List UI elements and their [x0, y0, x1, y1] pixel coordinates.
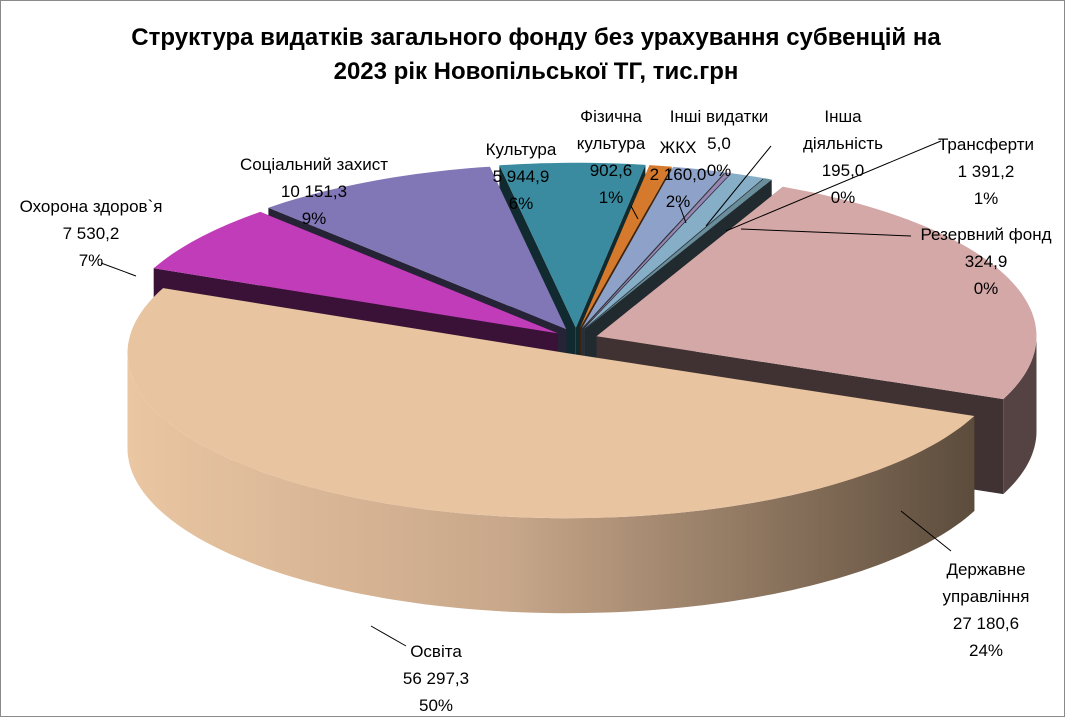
- leader-line: [630, 205, 639, 220]
- category-label: Культура: [485, 140, 557, 159]
- leader-line: [100, 262, 137, 277]
- data-label: Інша діяльність 195,0 0%: [798, 103, 888, 211]
- slice: [268, 166, 567, 330]
- percent-label: 2%: [665, 192, 691, 211]
- value-label: 195,0: [821, 161, 865, 180]
- slice: [584, 173, 764, 329]
- percent-label: 1%: [973, 189, 999, 208]
- value-label: 56 297,3: [402, 669, 470, 688]
- slice: [580, 165, 672, 328]
- slice: [583, 172, 726, 329]
- percent-label: 0%: [706, 161, 732, 180]
- value-label: 1 391,2: [957, 162, 1015, 181]
- value-label: 324,9: [964, 252, 1008, 271]
- category-label: Інші видатки: [669, 107, 769, 126]
- data-label: Соціальний захист 10 151,3 9%: [240, 151, 388, 232]
- slice: [581, 166, 725, 329]
- slice-wall: [1003, 336, 1037, 495]
- category-label: ЖКХ: [659, 138, 697, 157]
- category-label: Інша діяльність: [803, 107, 883, 153]
- slice: [127, 288, 975, 519]
- leader-line: [370, 625, 407, 647]
- value-label: 10 151,3: [280, 182, 348, 201]
- percent-label: 0%: [973, 279, 999, 298]
- percent-label: 9%: [301, 209, 327, 228]
- data-label: Охорона здоров`я 7 530,2 7%: [20, 193, 163, 274]
- data-label: Державне управління 27 180,6 24%: [931, 556, 1041, 664]
- category-label: Охорона здоров`я: [19, 197, 163, 216]
- value-label: 27 180,6: [952, 614, 1020, 633]
- leader-line: [900, 510, 952, 552]
- percent-label: 50%: [418, 696, 454, 715]
- slice: [585, 178, 772, 329]
- chart-title: Структура видатків загального фонду без …: [131, 24, 941, 85]
- slice: [499, 162, 646, 328]
- data-label: Фізична культура 902,6 1%: [576, 103, 646, 211]
- category-label: Трансферти: [937, 135, 1035, 154]
- percent-label: 6%: [508, 194, 534, 213]
- data-label: ЖКХ 2 160,0 2%: [650, 134, 707, 215]
- category-label: Освіта: [410, 642, 462, 661]
- category-label: Соціальний захист: [239, 155, 389, 174]
- data-label: Культура 5 944,9 6%: [486, 136, 557, 217]
- category-label: Державне управління: [942, 560, 1030, 606]
- value-label: 5 944,9: [492, 167, 550, 186]
- percent-label: 7%: [78, 251, 104, 270]
- percent-label: 0%: [830, 188, 856, 207]
- value-label: 2 160,0: [649, 165, 707, 184]
- category-label: Фізична культура: [576, 107, 646, 153]
- value-label: 5,0: [707, 134, 731, 153]
- category-label: Резервний фонд: [920, 225, 1052, 244]
- data-label: Резервний фонд 324,9 0%: [920, 221, 1051, 302]
- slice: [596, 186, 1037, 400]
- slice: [583, 172, 731, 329]
- data-label: Інші видатки 5,0 0%: [670, 103, 769, 184]
- value-label: 7 530,2: [62, 224, 120, 243]
- data-label: Освіта 56 297,3 50%: [402, 638, 470, 716]
- leader-line: [678, 203, 687, 224]
- slice-wall: [127, 353, 975, 614]
- leader-line: [740, 228, 912, 237]
- leader-line: [725, 140, 942, 232]
- data-label: Трансферти 1 391,2 1%: [938, 131, 1034, 212]
- percent-label: 24%: [968, 641, 1004, 660]
- percent-label: 1%: [598, 188, 624, 207]
- value-label: 902,6: [589, 161, 633, 180]
- slice: [153, 211, 558, 334]
- leader-line: [705, 145, 772, 227]
